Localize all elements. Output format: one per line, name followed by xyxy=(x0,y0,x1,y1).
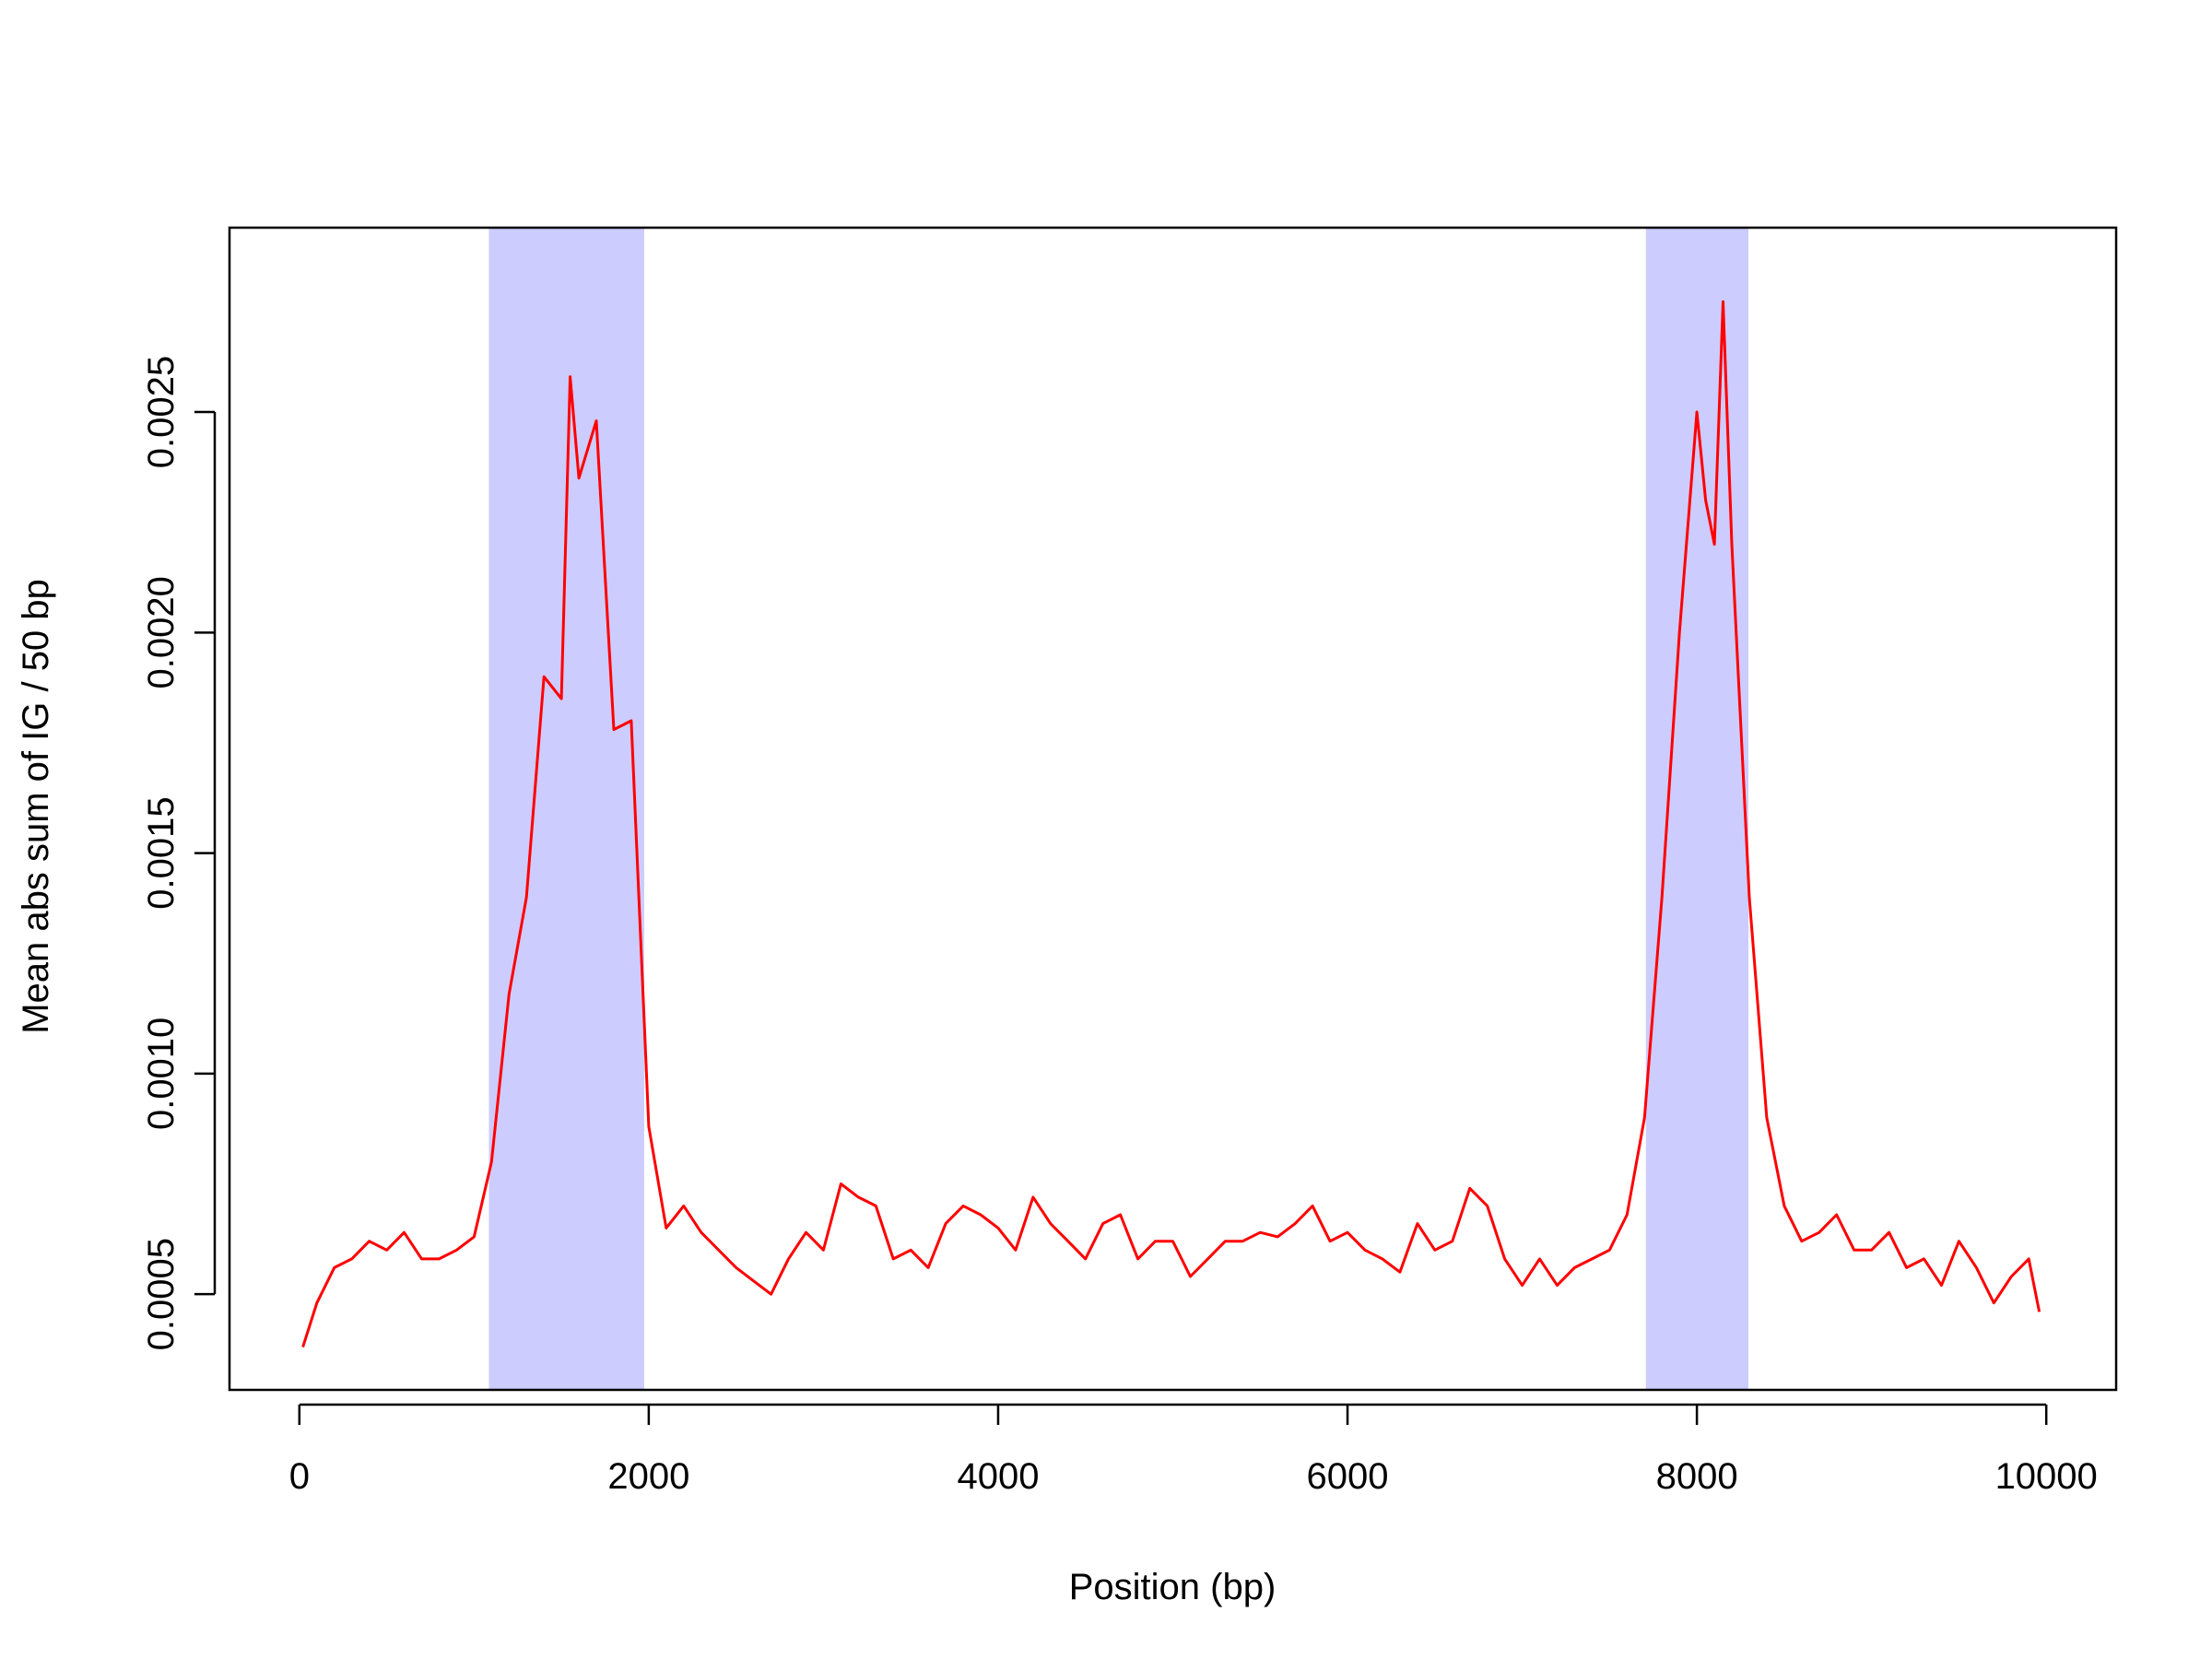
y-tick-label: 0.0005 xyxy=(141,1238,182,1350)
x-tick-label: 6000 xyxy=(1307,1456,1389,1497)
y-tick-label: 0.0015 xyxy=(141,796,182,909)
x-tick-label: 8000 xyxy=(1656,1456,1738,1497)
highlight-region xyxy=(1645,228,1749,1390)
y-tick-label: 0.0020 xyxy=(141,576,182,688)
data-line xyxy=(301,300,2041,1348)
y-tick-label: 0.0010 xyxy=(141,1018,182,1130)
x-tick-label: 10000 xyxy=(1995,1456,2098,1497)
x-axis-title: Position (bp) xyxy=(1069,1567,1277,1607)
y-axis-title: Mean abs sum of IG / 50 bp xyxy=(16,579,56,1034)
x-tick-label: 2000 xyxy=(607,1456,689,1497)
y-tick-label: 0.0025 xyxy=(141,356,182,468)
x-tick-label: 4000 xyxy=(957,1456,1039,1497)
x-tick-label: 0 xyxy=(289,1456,310,1497)
plot-frame xyxy=(228,226,2118,1392)
highlight-region xyxy=(488,228,644,1390)
